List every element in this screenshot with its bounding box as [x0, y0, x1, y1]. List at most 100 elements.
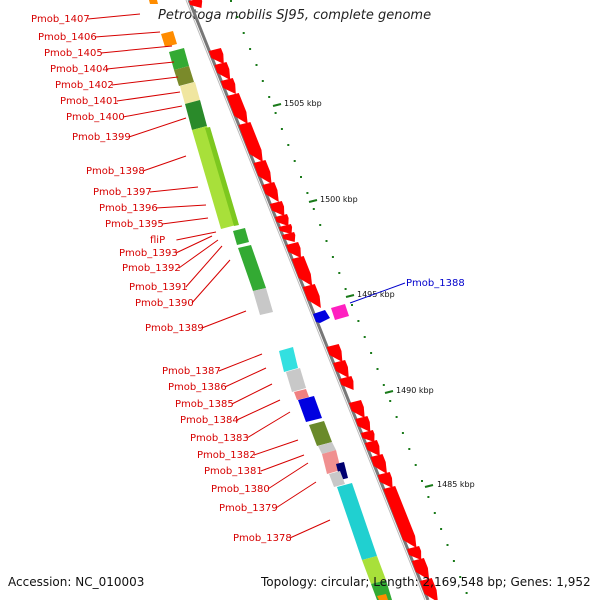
scale-dot	[236, 16, 239, 18]
feature-block	[377, 594, 388, 600]
scale-dot	[249, 48, 252, 50]
highlight-gene-magenta	[331, 304, 349, 320]
cds-arrow	[339, 376, 354, 390]
gene-label-connector	[176, 231, 217, 241]
scale-dot	[421, 480, 423, 482]
scale-dot	[338, 272, 341, 274]
cds-arrow	[419, 578, 438, 600]
gene-label-connector	[178, 239, 219, 269]
scale-label-1495: 1495 kbp	[357, 290, 395, 299]
gene-label-connector	[224, 367, 267, 388]
scale-dot	[287, 144, 290, 146]
gene-label: Pmob_1383	[190, 433, 249, 444]
gene-label: Pmob_1399	[72, 132, 131, 143]
feature-block	[192, 126, 236, 229]
cds-arrow	[364, 440, 380, 456]
cds-arrow	[220, 78, 236, 94]
scale-dot	[312, 208, 315, 210]
gene-label-connector	[100, 45, 173, 54]
scale-label-1485: 1485 kbp	[437, 480, 475, 489]
cds-arrow	[278, 224, 293, 234]
gene-label: Pmob_1389	[145, 323, 204, 334]
cds-arrow	[360, 430, 375, 442]
gene-label: Pmob_1393	[119, 248, 178, 259]
scale-dot	[255, 64, 258, 66]
gene-label: Pmob_1391	[129, 282, 188, 293]
feature-block	[279, 347, 298, 372]
gene-labels: Pmob_1407 Pmob_1406 Pmob_1405 Pmob_1404 Pmob…	[31, 13, 331, 544]
scale-dot	[452, 560, 455, 562]
scale-label-1505: 1505 kbp	[284, 99, 322, 108]
gene-label-connector	[94, 31, 161, 38]
scale-dot	[300, 176, 302, 178]
gene-label-connector	[155, 204, 207, 209]
gene-label: Pmob_1387	[162, 366, 221, 377]
cds-arrow	[238, 122, 263, 162]
gene-label: Pmob_1384	[180, 415, 239, 426]
scale-track	[230, 0, 468, 594]
cds-arrow	[291, 256, 313, 286]
scale-dot	[459, 576, 462, 578]
feature-block	[238, 245, 266, 291]
highlight-connector	[349, 282, 406, 304]
scale-dot	[395, 416, 398, 418]
scale-dot	[363, 336, 366, 338]
scale-dot	[230, 0, 232, 2]
cds-arrow	[302, 284, 321, 308]
gene-label-connector	[191, 259, 231, 304]
gene-label: Pmob_1381	[204, 466, 263, 477]
cds-arrow	[383, 486, 417, 548]
cds-arrow	[377, 472, 393, 488]
feature-block	[180, 82, 200, 104]
feature-block	[253, 288, 273, 315]
feature-block	[205, 127, 239, 226]
gene-label-connector	[111, 76, 179, 86]
feature-blocks	[149, 0, 392, 600]
cds-arrow	[333, 360, 349, 378]
gene-label-connector	[128, 117, 187, 138]
scale-dot	[465, 592, 468, 594]
scale-tick-1490	[384, 390, 394, 394]
scale-dot	[293, 160, 296, 162]
feature-block	[286, 368, 306, 392]
scale-dot	[382, 384, 385, 386]
cds-arrow	[214, 62, 231, 80]
cds-track	[189, 0, 438, 600]
scale-tick-1500	[308, 199, 318, 203]
topology-text: Topology: circular; Length: 2,169,548 bp…	[261, 575, 591, 589]
gene-label-connector	[175, 235, 213, 254]
scale-dot	[306, 192, 309, 194]
gene-label-connector	[149, 186, 199, 193]
scale-dot	[414, 464, 417, 466]
scale-dot	[280, 128, 283, 130]
feature-block	[149, 0, 158, 4]
gene-label-connector	[161, 217, 209, 225]
cds-arrow	[269, 201, 285, 216]
cds-arrow	[407, 546, 422, 560]
gene-label-connector	[218, 353, 263, 372]
gene-label: Pmob_1401	[60, 96, 119, 107]
gene-label: Pmob_1395	[105, 219, 164, 230]
scale-tick-1485	[424, 484, 434, 488]
gene-label-connector	[185, 245, 223, 288]
gene-label-connector	[267, 462, 309, 490]
cds-arrow	[349, 400, 365, 418]
gene-label: Pmob_1382	[197, 450, 256, 461]
feature-block	[233, 228, 249, 245]
feature-block	[371, 580, 392, 600]
gene-label-connector	[236, 399, 281, 421]
cds-arrow	[355, 416, 371, 432]
gene-label: Pmob_1407	[31, 14, 90, 25]
cds-arrow	[262, 182, 279, 202]
cds-arrow	[226, 93, 248, 124]
gene-label: Pmob_1402	[55, 80, 114, 91]
accession-text: Accession: NC_010003	[8, 575, 145, 589]
gene-label-connector	[142, 155, 187, 172]
scale-dot	[357, 320, 360, 322]
gene-label-connector	[260, 454, 305, 472]
feature-block	[294, 389, 309, 400]
gene-label-connector	[201, 310, 247, 329]
scale-dot	[401, 432, 404, 434]
scale-dot	[331, 256, 334, 258]
feature-block	[298, 396, 322, 422]
